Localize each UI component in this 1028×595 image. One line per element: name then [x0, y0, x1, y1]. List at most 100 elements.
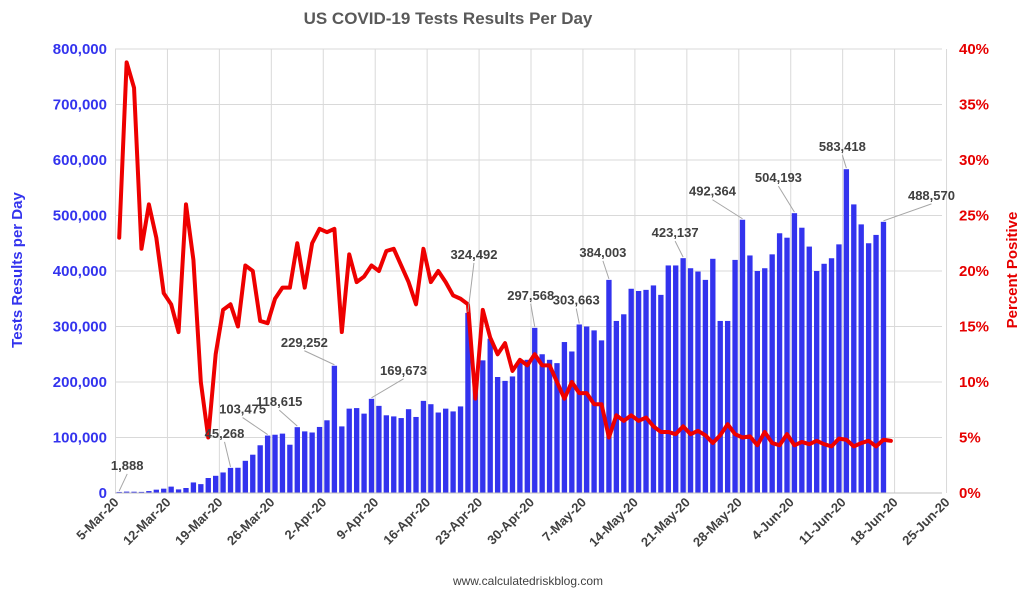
- bar: [732, 259, 738, 493]
- bar: [472, 384, 479, 493]
- annotation-leader: [242, 417, 268, 435]
- bar: [123, 491, 130, 493]
- x-tick: 14-May-20: [586, 495, 641, 550]
- bar: [391, 416, 397, 493]
- bar: [443, 408, 449, 493]
- data-label: 423,137: [652, 225, 699, 240]
- y-tick-left: 200,000: [53, 374, 107, 391]
- bar: [584, 326, 590, 493]
- bar: [205, 478, 211, 493]
- annotation-leader: [712, 199, 743, 220]
- y-tick-left: 100,000: [53, 430, 107, 447]
- bar: [509, 376, 516, 493]
- bar: [198, 484, 204, 493]
- bar: [687, 268, 694, 493]
- bar: [576, 324, 582, 493]
- bar: [858, 224, 864, 493]
- bar: [242, 460, 249, 493]
- bar: [762, 268, 768, 493]
- y-tick-left: 400,000: [53, 263, 107, 280]
- bar: [628, 288, 634, 493]
- bar: [302, 431, 308, 493]
- source-credit: www.calculatedriskblog.com: [452, 574, 603, 588]
- bar: [643, 289, 649, 493]
- bar: [724, 320, 731, 493]
- bar: [146, 491, 152, 493]
- annotation-leader: [778, 185, 795, 213]
- bar: [272, 434, 278, 493]
- bar: [539, 354, 545, 493]
- bar: [769, 254, 775, 493]
- y-tick-right: 0%: [959, 485, 981, 502]
- bar: [517, 360, 523, 493]
- annotation-leader: [224, 441, 231, 467]
- y-tick-left: 600,000: [53, 152, 107, 169]
- x-tick: 19-Mar-20: [172, 495, 226, 549]
- bar: [821, 263, 827, 493]
- bar: [398, 418, 404, 493]
- bar: [309, 432, 315, 493]
- annotation-leader: [371, 378, 404, 399]
- bar: [702, 279, 709, 493]
- bar: [450, 411, 456, 493]
- bar: [717, 320, 723, 493]
- x-tick: 21-May-20: [638, 495, 693, 550]
- data-label: 324,492: [450, 247, 497, 262]
- x-tick: 4-Jun-20: [748, 495, 796, 543]
- bar: [613, 320, 620, 493]
- bar: [257, 445, 263, 493]
- bar: [368, 398, 375, 493]
- data-label: 492,364: [689, 184, 737, 199]
- y-tick-left: 0: [99, 485, 107, 502]
- annotation-leader: [841, 155, 847, 169]
- bar: [420, 400, 427, 493]
- annotation-leader: [883, 203, 932, 222]
- y-tick-right: 20%: [959, 263, 989, 280]
- bar: [776, 233, 783, 493]
- bar: [532, 327, 538, 493]
- x-tick: 5-Mar-20: [73, 495, 121, 543]
- bar-series: [116, 169, 887, 494]
- bar: [635, 290, 642, 493]
- bar: [843, 169, 850, 493]
- annotation-leader: [278, 409, 298, 427]
- x-tick: 18-Jun-20: [847, 495, 901, 549]
- data-label: 103,475: [219, 402, 266, 417]
- x-tick: 25-Jun-20: [899, 495, 953, 549]
- bar: [235, 467, 241, 493]
- bar: [791, 213, 798, 494]
- bar: [190, 482, 197, 493]
- bar: [710, 258, 716, 493]
- bar: [673, 265, 679, 493]
- x-tick: 23-Apr-20: [432, 495, 485, 548]
- bar: [880, 221, 887, 493]
- bar: [502, 380, 508, 493]
- bar: [279, 433, 286, 493]
- data-label: 488,570: [908, 188, 955, 203]
- bar: [524, 359, 530, 493]
- bar: [569, 351, 575, 493]
- annotation-leader: [467, 262, 475, 312]
- bar: [828, 258, 835, 493]
- data-label: 303,663: [553, 292, 600, 307]
- bar: [465, 312, 471, 493]
- bar: [175, 489, 182, 493]
- x-tick: 11-Jun-20: [796, 495, 849, 548]
- bar: [561, 342, 568, 493]
- annotation-leader: [674, 240, 684, 258]
- bar: [799, 227, 805, 493]
- bar: [294, 427, 300, 493]
- x-tick: 7-May-20: [539, 495, 589, 545]
- annotation-leader: [304, 350, 335, 366]
- annotation-leader: [530, 303, 536, 327]
- data-label: 118,615: [256, 394, 302, 409]
- bar: [138, 491, 145, 493]
- bar: [287, 444, 293, 493]
- bar: [264, 435, 271, 493]
- line-series: [117, 60, 893, 449]
- bar: [739, 219, 746, 494]
- bar: [316, 426, 323, 493]
- y-tick-right: 30%: [959, 152, 989, 169]
